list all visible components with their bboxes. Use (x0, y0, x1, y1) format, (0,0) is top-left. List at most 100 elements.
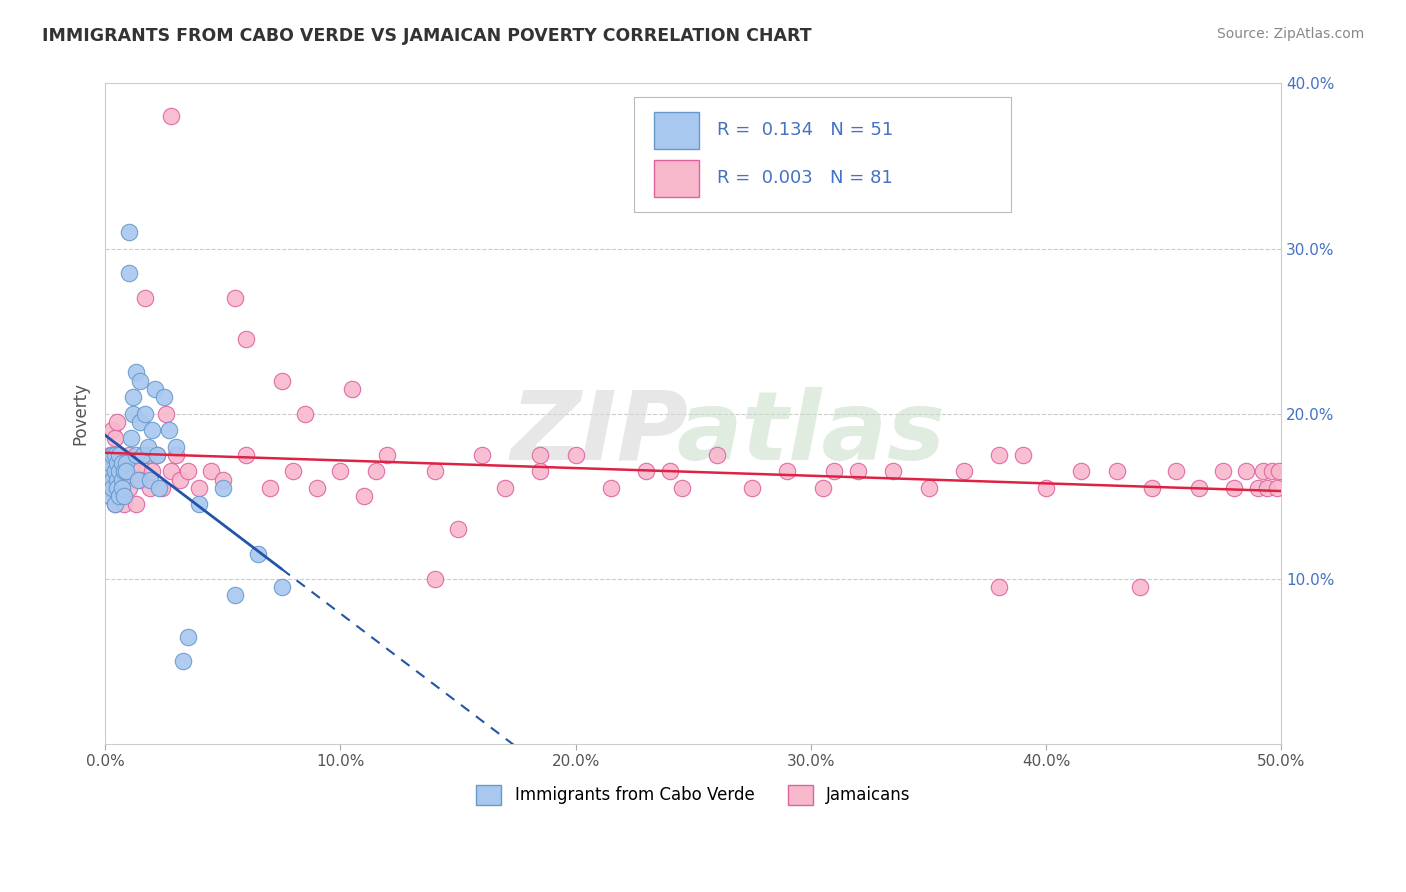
Point (176, 465, 198, 479)
Point (172, 654, 194, 668)
Point (104, 448, 127, 462)
Point (118, 448, 141, 462)
Point (122, 456, 145, 470)
Point (1212, 465, 1234, 479)
Point (115, 465, 138, 479)
Point (953, 465, 976, 479)
Point (494, 481, 516, 495)
Point (658, 465, 681, 479)
Point (811, 481, 834, 495)
Point (108, 465, 131, 479)
Point (111, 473, 134, 487)
Legend: Immigrants from Cabo Verde, Jamaicans: Immigrants from Cabo Verde, Jamaicans (470, 778, 917, 812)
FancyBboxPatch shape (634, 96, 1011, 212)
Point (823, 465, 845, 479)
Point (122, 390, 145, 404)
Point (1070, 465, 1092, 479)
Text: ZIP: ZIP (510, 387, 688, 480)
Point (157, 423, 180, 437)
Point (706, 448, 728, 462)
Point (129, 473, 152, 487)
Point (636, 465, 658, 479)
Point (104, 465, 127, 479)
Point (329, 465, 352, 479)
Point (97, 465, 120, 479)
Point (423, 465, 446, 479)
Point (1188, 481, 1211, 495)
Point (377, 448, 399, 462)
Point (101, 423, 124, 437)
Point (1223, 481, 1246, 495)
Point (270, 374, 292, 388)
Point (235, 332, 257, 346)
Point (118, 481, 141, 495)
Point (176, 630, 198, 644)
Point (600, 481, 623, 495)
Point (125, 365, 148, 379)
Text: R =  0.134   N = 51: R = 0.134 N = 51 (717, 121, 893, 139)
Point (1251, 465, 1274, 479)
Point (1164, 465, 1187, 479)
FancyBboxPatch shape (654, 161, 699, 196)
Point (105, 481, 128, 495)
Point (112, 489, 135, 503)
Point (160, 110, 183, 124)
Point (118, 225, 141, 239)
Point (364, 465, 387, 479)
Point (104, 498, 127, 512)
Point (671, 481, 693, 495)
Point (1265, 481, 1288, 495)
Point (127, 465, 149, 479)
Point (139, 473, 162, 487)
Point (882, 465, 904, 479)
Point (211, 481, 233, 495)
Point (1234, 465, 1257, 479)
Point (423, 572, 446, 586)
Point (122, 407, 145, 421)
Point (988, 580, 1011, 594)
Point (105, 481, 128, 495)
Point (111, 489, 134, 503)
Text: atlas: atlas (676, 387, 945, 480)
Point (305, 481, 328, 495)
Point (108, 448, 131, 462)
Point (118, 266, 141, 280)
Point (741, 481, 763, 495)
Point (136, 448, 159, 462)
Point (139, 481, 162, 495)
Point (101, 481, 124, 495)
Point (136, 440, 159, 454)
Point (98, 481, 121, 495)
Point (200, 465, 222, 479)
Point (155, 407, 177, 421)
Point (101, 473, 124, 487)
Point (1247, 481, 1270, 495)
Point (112, 465, 135, 479)
Point (224, 588, 246, 602)
Point (1261, 465, 1284, 479)
Point (132, 448, 155, 462)
Point (169, 473, 191, 487)
Point (471, 448, 494, 462)
Point (188, 481, 211, 495)
Point (111, 456, 134, 470)
Point (247, 547, 270, 561)
Point (115, 473, 138, 487)
Point (235, 448, 257, 462)
Point (127, 473, 149, 487)
Point (120, 432, 142, 446)
Point (97, 481, 120, 495)
Point (112, 465, 135, 479)
Point (105, 415, 128, 429)
Y-axis label: Poverty: Poverty (72, 382, 89, 445)
Point (211, 473, 233, 487)
Point (259, 481, 281, 495)
Point (224, 291, 246, 305)
Point (105, 456, 128, 470)
Point (101, 448, 124, 462)
Point (134, 291, 156, 305)
Point (917, 481, 939, 495)
Point (1256, 481, 1278, 495)
Point (134, 407, 156, 421)
Point (108, 448, 131, 462)
